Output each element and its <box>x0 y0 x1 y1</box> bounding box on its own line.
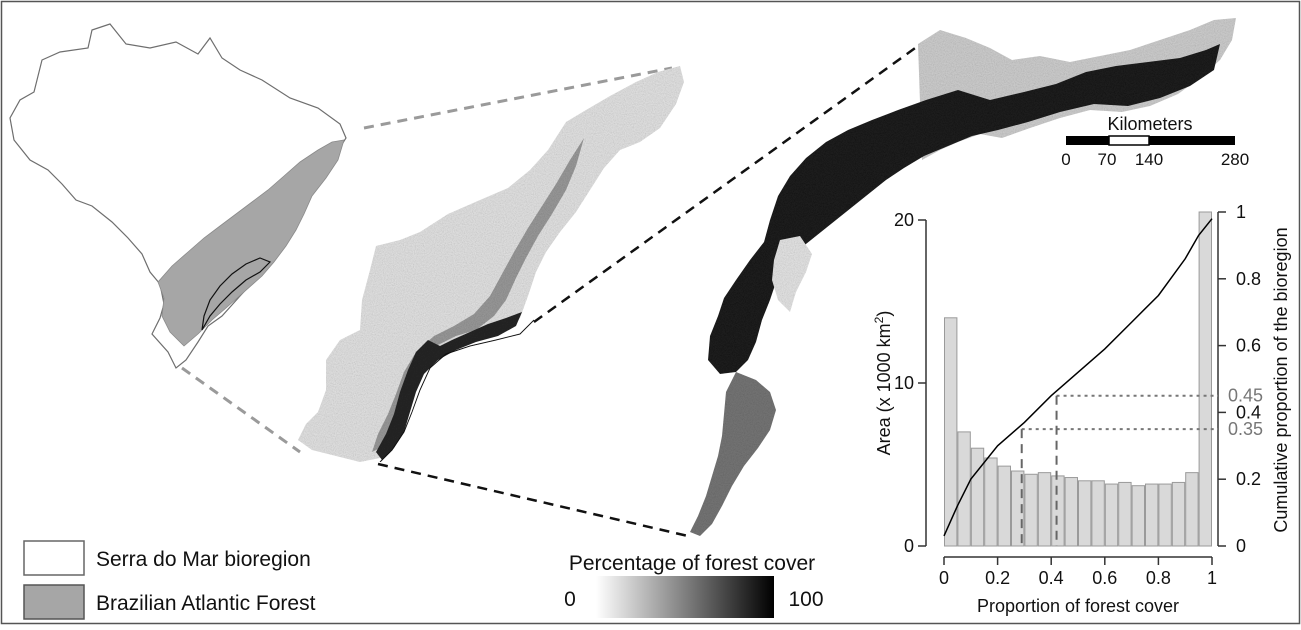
scale-tick-2: 140 <box>1135 150 1163 169</box>
y-right-axis-title: Cumulative proportion of the bioregion <box>1271 227 1291 532</box>
histogram-bar <box>1051 475 1065 547</box>
histogram-bar <box>944 317 958 547</box>
y-tick-label: 20 <box>894 210 914 230</box>
y-right-tick-label: 0.4 <box>1236 402 1261 422</box>
scale-segment-1 <box>1066 136 1109 145</box>
x-tick-label: 0 <box>939 568 949 588</box>
histogram-bar <box>1158 483 1172 547</box>
x-tick-label: 1 <box>1207 568 1217 588</box>
histogram-bar <box>1064 477 1078 547</box>
colorbar-title: Percentage of forest cover <box>569 552 815 575</box>
map-legend: Serra do Mar bioregion Brazilian Atlanti… <box>23 540 316 620</box>
y-axis-title: Area (x 1000 km2) <box>872 311 894 456</box>
legend-swatch-serra <box>23 540 85 576</box>
x-tick-label: 0.8 <box>1146 568 1171 588</box>
histogram-bar <box>1198 211 1212 547</box>
x-axis-title: Proportion of forest cover <box>977 596 1179 616</box>
colorbar-gradient <box>596 576 774 618</box>
reference-line-label: 0.45 <box>1228 386 1263 406</box>
histogram-bar <box>997 465 1011 547</box>
connector-black-top <box>533 44 919 324</box>
histogram-bar <box>1171 481 1186 547</box>
y-right-tick-label: 0 <box>1236 536 1246 556</box>
x-tick-label: 0.6 <box>1092 568 1117 588</box>
y-right-tick-label: 1 <box>1236 202 1246 222</box>
histogram-bar <box>984 457 998 547</box>
y-right-tick-label: 0.2 <box>1236 469 1261 489</box>
forest-cover-colorbar: Percentage of forest cover 0 100 <box>564 552 824 618</box>
y-tick-label: 0 <box>904 536 914 556</box>
reference-line-label: 0.35 <box>1228 419 1263 439</box>
brazil-map <box>9 23 347 369</box>
histogram-bar <box>970 447 985 547</box>
histogram-bar <box>1185 472 1199 547</box>
x-tick-label: 0.4 <box>1039 568 1064 588</box>
histogram-bar <box>1091 480 1105 547</box>
connector-gray-bottom <box>181 366 301 454</box>
x-tick-label: 0.2 <box>985 568 1010 588</box>
cumulative-curve <box>943 218 1213 537</box>
scale-tick-1: 70 <box>1098 150 1117 169</box>
scale-tick-3: 280 <box>1221 150 1249 169</box>
scale-bar-title: Kilometers <box>1107 114 1192 134</box>
scale-segment-3 <box>1149 136 1235 145</box>
serra-do-mar-outline <box>201 257 272 331</box>
atlantic-forest-cover-map <box>298 66 684 463</box>
colorbar-min-label: 0 <box>564 588 576 611</box>
legend-swatch-atlantic <box>23 584 85 620</box>
histogram-bar <box>1118 481 1132 547</box>
serra-do-mar-zoom-map <box>690 18 1236 536</box>
y-right-tick-label: 0.8 <box>1236 269 1261 289</box>
colorbar-max-label: 100 <box>788 588 823 611</box>
scale-tick-0: 0 <box>1061 150 1070 169</box>
legend-label-atlantic: Brazilian Atlantic Forest <box>96 592 316 615</box>
connector-black-bottom <box>377 462 689 538</box>
scale-segment-2 <box>1108 135 1150 146</box>
scale-bar: Kilometers 0 70 140 280 <box>1061 114 1249 169</box>
histogram-bar <box>1024 473 1038 547</box>
histogram-bar <box>1037 472 1052 547</box>
histogram-bar <box>957 431 971 547</box>
y-right-tick-label: 0.6 <box>1236 336 1261 356</box>
y-tick-label: 10 <box>894 373 914 393</box>
histogram-bar <box>1145 483 1159 547</box>
histogram-bar <box>1131 485 1145 547</box>
atlantic-forest-area <box>157 139 345 347</box>
legend-label-serra: Serra do Mar bioregion <box>96 548 311 571</box>
connector-gray-top <box>363 66 673 130</box>
histogram-bar <box>1078 480 1092 547</box>
histogram-bar <box>1104 483 1119 547</box>
